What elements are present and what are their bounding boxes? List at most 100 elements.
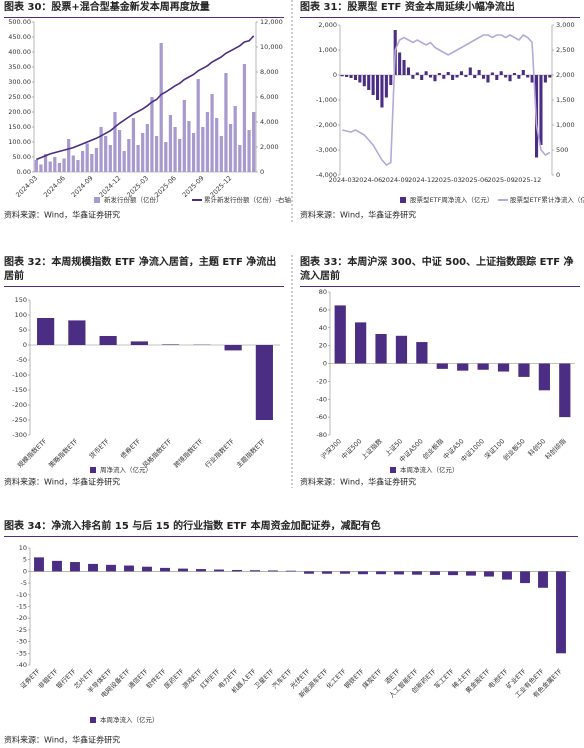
bar — [345, 75, 349, 77]
bar — [468, 67, 472, 75]
y-tick-label: -15 — [16, 603, 27, 611]
y-tick-label: -50 — [16, 356, 27, 364]
y-tick-label: 2,000 — [318, 21, 337, 29]
bar — [518, 363, 530, 377]
y-tick-label: -10 — [16, 591, 27, 599]
x-tick-label: 上证指数 — [359, 436, 384, 461]
bar — [497, 363, 510, 372]
legend-swatch — [94, 197, 100, 203]
y-tick-label: -5 — [21, 579, 27, 587]
y-tick-label: 250.00 — [8, 93, 31, 101]
chart-title: 图表 34：净流入排名前 15 与后 15 的行业指数 ETF 本周资金加配证券… — [4, 520, 578, 537]
bar — [53, 157, 57, 172]
y-tick-label: -250 — [12, 416, 27, 424]
x-tick-label: 2025-09 — [488, 176, 515, 184]
bar — [250, 570, 260, 572]
x-tick-label: 2025-03 — [435, 176, 462, 184]
bar — [196, 569, 206, 572]
bar — [464, 75, 468, 77]
bar — [80, 151, 85, 172]
bar — [466, 571, 476, 576]
bar — [436, 363, 448, 369]
bar — [43, 154, 48, 172]
bar — [451, 75, 455, 80]
x-tick-label: 2025-12 — [514, 176, 541, 184]
y-tick-label: -20 — [316, 377, 327, 385]
bar — [415, 72, 419, 75]
bar — [62, 158, 66, 172]
x-tick-label: 货币ETF — [87, 436, 111, 460]
bar — [191, 133, 196, 172]
y-tick-label: -30 — [16, 638, 27, 646]
bar — [508, 75, 512, 82]
bar — [145, 124, 149, 172]
y-tick-label: 100.00 — [8, 138, 31, 146]
bar — [162, 344, 180, 345]
bar — [559, 363, 571, 418]
bar — [442, 75, 446, 79]
y-tick-label: -40 — [16, 661, 27, 669]
bar — [205, 112, 210, 172]
bar — [164, 142, 168, 172]
y-tick-label: 450.00 — [8, 33, 31, 41]
y2-tick-label: 2,500 — [556, 46, 575, 54]
bar — [416, 342, 428, 364]
bar — [371, 75, 375, 95]
x-tick-label: 科创综指 — [543, 436, 568, 461]
bar — [446, 72, 450, 75]
y-tick-label: 200.00 — [8, 108, 31, 116]
bar — [395, 335, 408, 364]
legend-label: 周净流入（亿元） — [100, 465, 152, 474]
bar — [117, 130, 122, 172]
bar — [543, 75, 547, 83]
x-tick-label: 中证500 — [339, 436, 363, 460]
x-tick-label: 债券ETF — [118, 436, 142, 460]
bar — [322, 571, 332, 574]
y-tick-label: -80 — [316, 431, 327, 439]
bar — [538, 363, 550, 391]
bar — [182, 100, 186, 172]
bar — [437, 73, 441, 75]
y-tick-label: 150.00 — [8, 123, 31, 131]
bar — [224, 73, 228, 172]
y-tick-label: 350.00 — [8, 63, 31, 71]
bar — [556, 571, 566, 654]
bar — [340, 571, 350, 574]
bar — [538, 571, 548, 588]
bar — [247, 130, 251, 172]
bar — [380, 75, 384, 108]
bar — [242, 64, 247, 172]
bar — [224, 345, 242, 351]
x-tick-label: 2024-03 — [329, 176, 356, 184]
bar — [424, 71, 428, 75]
y-tick-label: -3,000 — [316, 146, 337, 154]
y-tick-label: 60 — [319, 306, 327, 314]
y-tick-label: -2,000 — [316, 121, 337, 129]
legend-swatch — [90, 717, 96, 723]
bar — [104, 136, 108, 172]
bar — [122, 151, 126, 172]
bar — [362, 75, 366, 87]
y-tick-label: 150 — [15, 296, 27, 304]
bar — [375, 75, 380, 100]
bar — [367, 75, 371, 90]
bar — [268, 570, 278, 572]
y-tick-label: 10 — [19, 544, 27, 552]
legend-label: 累计新发行份额（亿份）-右轴 — [204, 195, 291, 204]
y-tick-label: -25 — [16, 626, 27, 634]
source: 资料来源：Wind，华鑫证券研究 — [300, 210, 416, 220]
bar — [502, 571, 512, 580]
y-tick-label: -4,000 — [316, 171, 337, 179]
bar — [355, 322, 367, 364]
x-tick-label: 主题指数ETF — [234, 436, 267, 469]
x-tick-label: 风格指数ETF — [140, 436, 173, 469]
bar — [70, 562, 80, 572]
bar — [238, 145, 242, 172]
bar — [141, 133, 145, 172]
bar — [99, 127, 103, 172]
bar — [521, 70, 525, 75]
bar — [173, 127, 177, 172]
bar — [286, 570, 296, 572]
bar — [215, 118, 219, 172]
y2-tick-label: 3,000 — [556, 21, 575, 29]
